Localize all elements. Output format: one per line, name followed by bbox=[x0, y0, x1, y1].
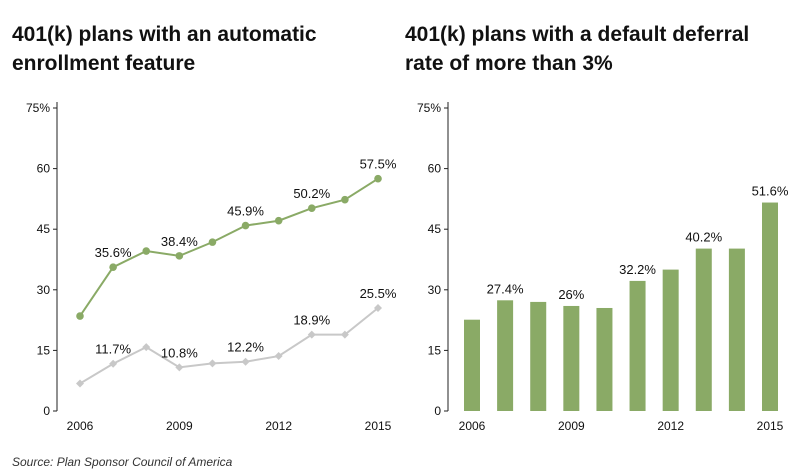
data-point bbox=[76, 379, 84, 388]
data-point bbox=[241, 357, 250, 366]
data-point bbox=[374, 174, 382, 183]
bar bbox=[762, 202, 778, 411]
bar bbox=[530, 301, 547, 411]
y-tick-label: 0 bbox=[43, 404, 50, 418]
data-point bbox=[341, 195, 349, 204]
bar bbox=[629, 280, 646, 411]
x-tick-label: 2009 bbox=[558, 419, 585, 433]
data-label: 26% bbox=[558, 287, 584, 302]
data-point bbox=[307, 330, 316, 339]
chart-title-right: 401(k) plans with a default deferral rat… bbox=[405, 23, 750, 75]
series-line-1 bbox=[79, 177, 379, 317]
data-point bbox=[175, 252, 184, 260]
data-point bbox=[76, 312, 84, 320]
bar bbox=[662, 269, 679, 411]
data-label: 32.2% bbox=[619, 262, 656, 277]
data-point bbox=[241, 221, 250, 230]
x-tick-label: 2009 bbox=[166, 419, 193, 433]
bar bbox=[563, 305, 580, 411]
bar bbox=[728, 248, 745, 411]
data-point bbox=[208, 359, 217, 368]
y-tick-label: 75% bbox=[26, 101, 50, 115]
data-label: 51.6% bbox=[752, 184, 789, 199]
y-tick-label: 15 bbox=[428, 343, 442, 357]
data-label: 18.9% bbox=[293, 313, 330, 328]
data-label: 10.8% bbox=[161, 345, 198, 360]
bar bbox=[596, 307, 613, 411]
x-tick-label: 2012 bbox=[265, 419, 292, 433]
data-label: 25.5% bbox=[360, 286, 397, 301]
data-point bbox=[175, 363, 184, 372]
bar bbox=[464, 319, 480, 411]
x-tick-label: 2006 bbox=[67, 419, 94, 433]
data-label: 38.4% bbox=[161, 234, 198, 249]
data-point bbox=[208, 238, 217, 246]
series-line-2 bbox=[79, 307, 379, 385]
y-tick-label: 30 bbox=[428, 283, 442, 297]
data-point bbox=[374, 303, 382, 312]
data-point bbox=[274, 352, 283, 361]
y-tick-label: 45 bbox=[428, 222, 442, 236]
source-note: Source: Plan Sponsor Council of America bbox=[12, 455, 233, 469]
data-label: 40.2% bbox=[685, 230, 722, 245]
y-tick-label: 30 bbox=[37, 283, 51, 297]
data-point bbox=[340, 330, 349, 339]
x-tick-label: 2015 bbox=[757, 419, 784, 433]
data-label: 11.7% bbox=[95, 342, 131, 357]
data-point bbox=[142, 343, 151, 352]
bar bbox=[497, 300, 514, 411]
y-tick-label: 0 bbox=[434, 404, 441, 418]
y-tick-label: 45 bbox=[37, 222, 51, 236]
data-point bbox=[109, 359, 118, 368]
bar bbox=[695, 248, 712, 411]
data-label: 50.2% bbox=[293, 186, 330, 201]
x-tick-label: 2012 bbox=[657, 419, 684, 433]
chart-title-left: 401(k) plans with an automatic enrollmen… bbox=[12, 23, 317, 75]
y-tick-label: 15 bbox=[37, 343, 51, 357]
y-tick-label: 60 bbox=[428, 162, 442, 176]
data-label: 12.2% bbox=[227, 340, 264, 355]
data-point bbox=[142, 247, 151, 255]
y-tick-label: 60 bbox=[37, 162, 51, 176]
data-label: 27.4% bbox=[487, 281, 524, 296]
data-label: 57.5% bbox=[360, 157, 397, 172]
data-point bbox=[307, 204, 316, 212]
data-point bbox=[274, 216, 283, 225]
data-label: 35.6% bbox=[95, 245, 132, 260]
y-tick-label: 75% bbox=[417, 101, 441, 115]
x-tick-label: 2006 bbox=[459, 419, 486, 433]
x-tick-label: 2015 bbox=[365, 419, 392, 433]
data-label: 45.9% bbox=[227, 204, 264, 219]
data-point bbox=[109, 263, 117, 271]
